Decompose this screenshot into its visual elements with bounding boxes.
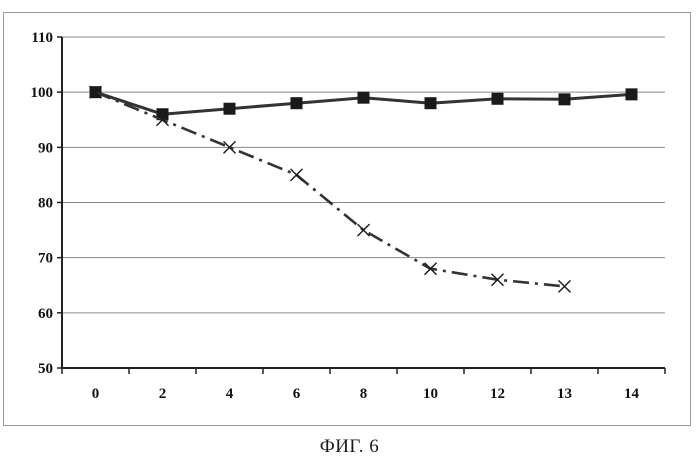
- x-tick-labels: 0 2 4 6 8 10 12 13 14: [92, 386, 640, 402]
- data-point-square: [558, 93, 571, 106]
- y-tick-label: 80: [38, 196, 53, 212]
- y-tick-label: 50: [38, 361, 53, 377]
- x-tick-label: 2: [159, 386, 167, 402]
- series-1: [89, 86, 638, 121]
- data-point-square: [625, 88, 638, 101]
- y-tick-label: 60: [38, 306, 53, 322]
- x-tick-label: 0: [92, 386, 100, 402]
- data-point-x: [156, 113, 169, 127]
- data-point-x: [424, 262, 437, 276]
- data-point-square: [424, 97, 437, 110]
- series-line: [95, 90, 565, 288]
- data-point-x: [357, 223, 370, 237]
- line-chart: 50 60 70 80 90 100 110 0 2 4 6 8 10 12 13 14: [31, 30, 666, 402]
- x-tick-label: 8: [360, 386, 368, 402]
- y-tick-label: 110: [31, 30, 53, 46]
- data-point-x: [89, 85, 102, 99]
- data-point-x: [223, 140, 236, 154]
- data-point-x: [290, 168, 303, 182]
- y-tick-label: 90: [38, 140, 53, 156]
- x-tick-label: 14: [624, 386, 640, 402]
- gridlines: [62, 36, 665, 314]
- x-tick-label: 13: [557, 386, 572, 402]
- y-tick-label: 70: [38, 251, 53, 267]
- x-tick-label: 12: [490, 386, 505, 402]
- y-tick-label: 100: [31, 85, 54, 101]
- x-tick-label: 6: [293, 386, 301, 402]
- figure-caption: ФИГ. 6: [319, 436, 380, 457]
- chart-frame: [3, 12, 691, 426]
- data-point-square: [357, 91, 370, 104]
- series: [89, 85, 638, 293]
- data-point-square: [223, 102, 236, 115]
- x-tick-label: 10: [423, 386, 438, 402]
- data-point-square: [491, 92, 504, 105]
- data-point-x: [491, 273, 504, 287]
- series-2: [89, 85, 571, 293]
- data-point-x: [558, 279, 571, 293]
- data-point-square: [290, 97, 303, 110]
- y-tick-labels: 50 60 70 80 90 100 110: [31, 30, 54, 377]
- x-tick-label: 4: [226, 386, 234, 402]
- axes: [57, 36, 666, 374]
